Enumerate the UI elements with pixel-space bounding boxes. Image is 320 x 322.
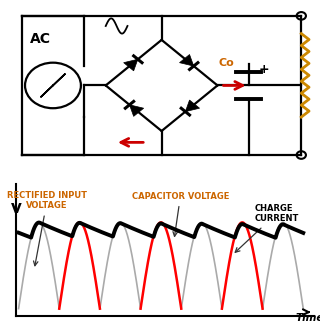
Polygon shape xyxy=(180,54,194,66)
Text: V: V xyxy=(11,203,22,216)
Text: Co: Co xyxy=(219,58,235,68)
Text: Time: Time xyxy=(296,313,320,322)
Text: CAPACITOR VOLTAGE: CAPACITOR VOLTAGE xyxy=(132,192,229,236)
Text: +: + xyxy=(259,62,269,75)
Text: AC: AC xyxy=(30,32,51,46)
Polygon shape xyxy=(130,105,144,116)
Polygon shape xyxy=(124,59,138,71)
Text: RECTIFIED INPUT
VOLTAGE: RECTIFIED INPUT VOLTAGE xyxy=(7,191,87,266)
Text: CHARGE
CURRENT: CHARGE CURRENT xyxy=(235,204,299,252)
Text: LOAD: LOAD xyxy=(318,61,320,90)
Polygon shape xyxy=(185,100,200,112)
